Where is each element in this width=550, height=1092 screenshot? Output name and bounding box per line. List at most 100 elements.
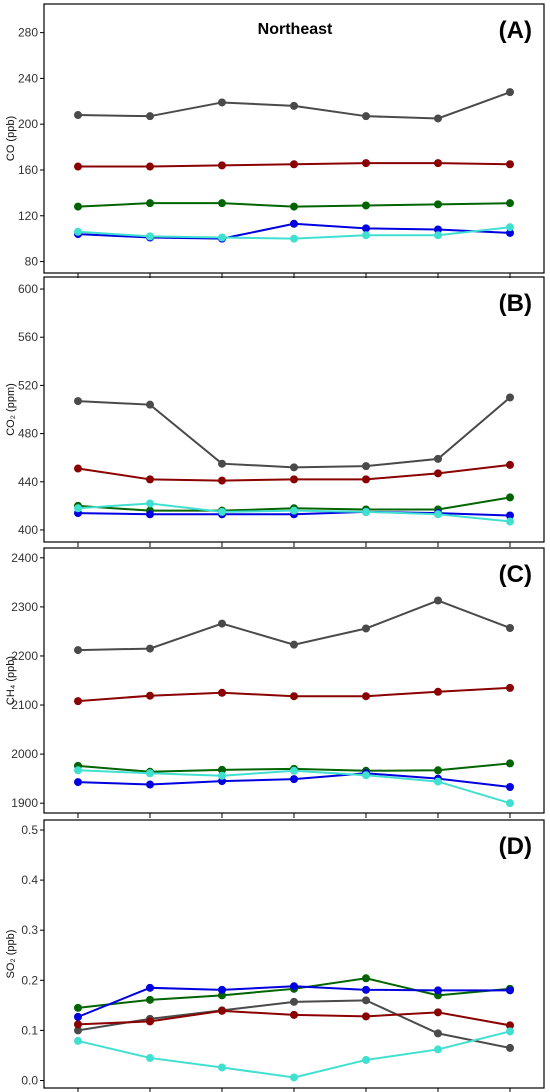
data-point [290,506,298,515]
y-tick-label: 80 [25,255,39,269]
y-tick-label: 440 [18,475,38,489]
series-3 [74,982,514,1021]
y-tick-label: 480 [18,427,38,441]
data-point [218,161,226,170]
data-point [74,1012,82,1021]
data-point [74,646,82,655]
data-point [434,200,442,209]
chart-title: Northeast [258,21,333,38]
data-point [74,504,82,513]
data-point [218,1063,226,1072]
data-point [434,1045,442,1054]
series-1 [74,159,514,171]
data-point [434,766,442,775]
series-0 [74,88,514,123]
data-point [362,1055,370,1064]
data-point [506,517,514,526]
data-point [506,88,514,97]
data-point [218,688,226,697]
data-point [218,1006,226,1015]
data-point [74,697,82,706]
y-tick-label: 560 [18,330,38,344]
data-point [146,691,154,700]
data-point [290,766,298,775]
series-line [77,396,511,469]
data-point [506,1021,514,1030]
data-point [434,1008,442,1017]
data-point [434,114,442,123]
data-point [74,111,82,120]
data-point [362,1012,370,1021]
data-point [218,199,226,208]
data-point [146,499,154,508]
data-point [218,476,226,485]
data-point [218,507,226,516]
y-tick-label: 240 [18,71,38,85]
data-point [146,983,154,992]
data-point [434,225,442,234]
panel-frame [43,819,545,1089]
data-point [146,510,154,519]
data-point [506,460,514,469]
data-point [218,459,226,468]
data-point [362,159,370,168]
data-point [362,692,370,701]
data-point [362,507,370,516]
data-point [146,769,154,778]
series-0 [74,996,514,1052]
y-axis-label: CO (ppb) [5,116,17,161]
data-point [146,400,154,409]
data-point [290,640,298,649]
data-point [74,464,82,473]
data-point [434,231,442,240]
data-point [434,777,442,786]
panel-label: (A) [499,17,532,44]
data-point [218,771,226,780]
series-4 [74,499,514,526]
data-point [218,991,226,1000]
data-point [218,619,226,628]
y-tick-label: 0.3 [21,923,38,937]
data-point [74,1003,82,1012]
y-tick-label: 0.1 [21,1023,38,1037]
data-point [362,475,370,484]
data-point [290,775,298,784]
data-point [146,780,154,789]
data-point [146,199,154,208]
y-tick-label: 2100 [11,698,38,712]
data-point [74,1020,82,1029]
data-point [290,982,298,991]
data-point [146,644,154,653]
data-point [434,1029,442,1038]
data-point [506,393,514,402]
data-point [506,623,514,632]
data-point [146,475,154,484]
data-point [290,202,298,211]
y-tick-label: 2200 [11,649,38,663]
panel-label: (D) [499,833,532,860]
data-point [290,101,298,110]
series-line [77,1030,511,1079]
data-point [362,974,370,983]
panel-d: 0.0 0.1 0.2 0.3 0.4 0.5 SO₂ (ppb) (D) [5,819,545,1092]
y-tick-label: 120 [18,209,38,223]
data-point [290,234,298,243]
data-point [362,771,370,780]
data-point [506,683,514,692]
y-axis-label: CH₄ (ppb) [5,656,17,705]
data-point [362,231,370,240]
y-tick-label: 400 [18,523,38,537]
data-point [506,223,514,232]
data-point [290,1073,298,1082]
panel-label: (C) [499,561,532,588]
data-point [290,160,298,169]
y-tick-label: 0.5 [21,823,38,837]
data-point [434,596,442,605]
data-point [506,199,514,208]
data-point [74,766,82,775]
data-point [290,997,298,1006]
data-point [218,98,226,107]
data-point [434,510,442,519]
data-point [74,397,82,406]
series-0 [74,393,514,472]
